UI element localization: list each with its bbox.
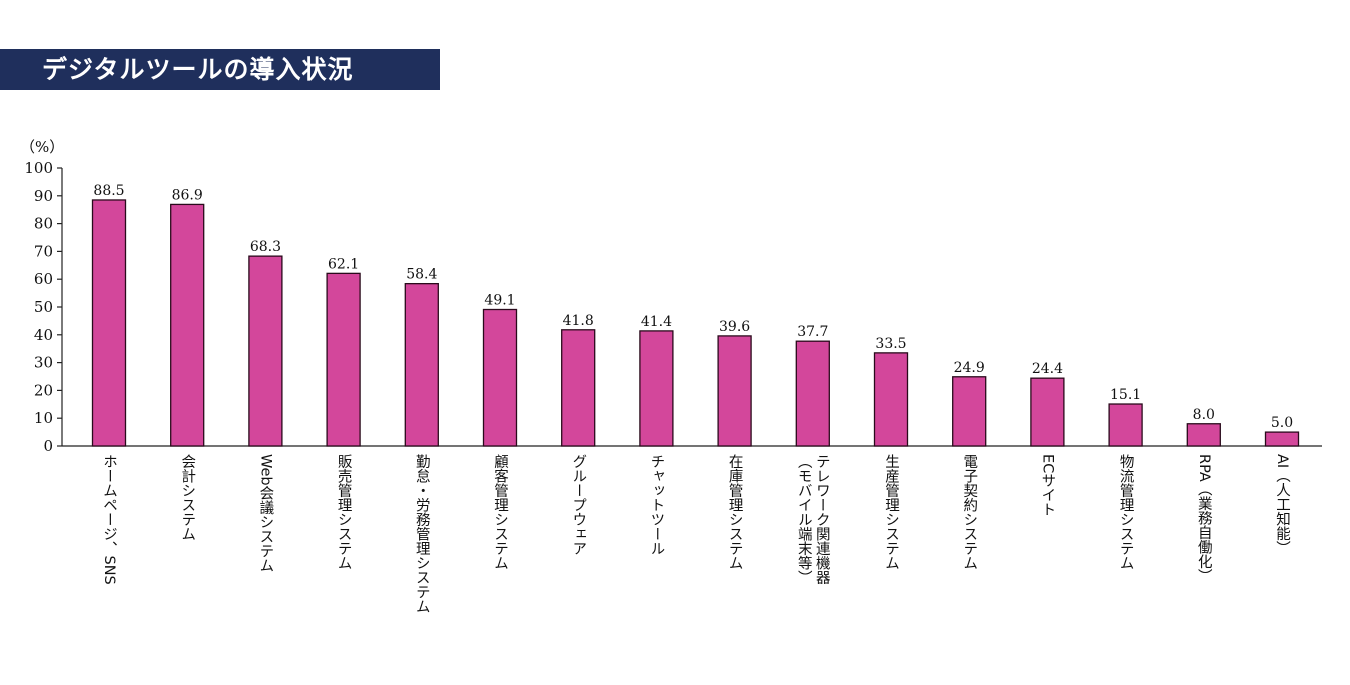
bar <box>873 352 909 447</box>
bar <box>248 255 283 447</box>
bar-value-label: 37.7 <box>797 324 828 340</box>
y-tick-label: 60 <box>34 270 53 288</box>
bars-layer <box>91 199 1300 447</box>
bar <box>561 329 596 447</box>
y-tick-label: 80 <box>34 215 53 233</box>
category-label: （モバイル端末等） <box>796 454 812 585</box>
category-label: ECサイト <box>1039 454 1055 517</box>
bar-value-label: 8.0 <box>1193 407 1215 423</box>
category-label: 顧客管理システム <box>492 454 508 570</box>
labels-layer: 88.5 ホームページ、SNS 86.9 会計システム 68.3 Web会議システム 62.… <box>93 183 1293 614</box>
category-label: 電子契約システム <box>961 454 977 570</box>
bar <box>717 335 752 447</box>
category-label: 販売管理システム <box>336 454 352 570</box>
y-tick-label: 20 <box>34 381 53 399</box>
category-label: テレワーク関連機器 <box>814 454 830 585</box>
category-label: 在庫管理システム <box>727 454 743 570</box>
bar-value-label: 41.8 <box>563 313 594 329</box>
category-label: グループウェア <box>570 454 586 556</box>
y-tick-label: 70 <box>34 242 53 260</box>
bar <box>326 272 361 447</box>
bar <box>795 340 830 447</box>
y-tick-label: 40 <box>34 326 53 344</box>
bar <box>170 203 205 447</box>
y-tick-label: 30 <box>34 354 53 372</box>
chart-title: デジタルツールの導入状況 <box>42 55 354 84</box>
category-label: 勤怠・労務管理システム <box>414 454 430 614</box>
bar <box>1186 423 1221 447</box>
category-label: RPA（業務自働化） <box>1196 454 1212 583</box>
bar <box>404 282 439 447</box>
bar-value-label: 24.4 <box>1032 361 1063 377</box>
category-label: AI（人工知能） <box>1274 454 1290 555</box>
bar-value-label: 86.9 <box>172 187 203 203</box>
bar <box>1108 403 1143 447</box>
bar <box>482 308 518 447</box>
category-label: Web会議システム <box>257 454 273 573</box>
y-axis-unit-label: （%） <box>20 138 64 156</box>
category-label: 生産管理システム <box>883 454 899 570</box>
category-label: チャットツール <box>648 454 664 556</box>
bar-value-label: 58.4 <box>406 267 437 283</box>
bar-value-label: 41.4 <box>641 314 672 330</box>
bar <box>1030 377 1065 447</box>
title-banner: デジタルツールの導入状況 <box>0 49 440 90</box>
y-tick-label: 100 <box>24 159 53 177</box>
y-tick-label: 0 <box>43 437 53 455</box>
bar-value-label: 49.1 <box>484 293 515 309</box>
bar-value-label: 62.1 <box>328 256 359 272</box>
bar-value-label: 15.1 <box>1110 387 1141 403</box>
bar <box>952 376 987 447</box>
category-label: ホームページ、SNS <box>101 454 117 585</box>
bar-value-label: 5.0 <box>1271 415 1293 431</box>
bar-value-label: 88.5 <box>93 183 124 199</box>
bar <box>91 199 127 447</box>
bar-value-label: 24.9 <box>954 360 985 376</box>
y-tick-label: 10 <box>34 409 53 427</box>
category-label: 物流管理システム <box>1118 454 1134 570</box>
bar <box>1264 431 1300 447</box>
category-label: 会計システム <box>179 454 195 541</box>
bar <box>639 330 674 447</box>
y-tick-label: 90 <box>34 187 53 205</box>
bar-value-label: 39.6 <box>719 319 750 335</box>
bar-value-label: 33.5 <box>875 336 906 352</box>
bar-value-label: 68.3 <box>250 239 281 255</box>
y-tick-label: 50 <box>34 298 53 316</box>
